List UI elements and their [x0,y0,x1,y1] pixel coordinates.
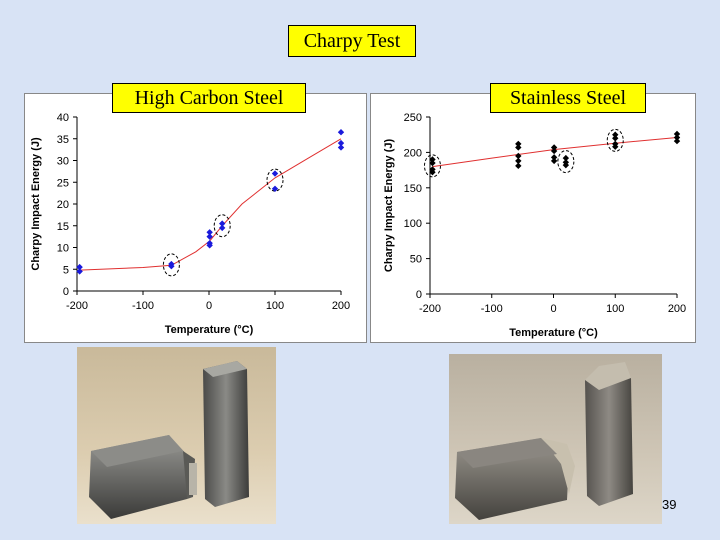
x-axis-label: Temperature (°C) [165,324,254,336]
data-point [612,143,619,150]
data-point [550,147,558,155]
chart-title-stainless: Stainless Steel [490,83,646,113]
stainless-specimen-photo [449,354,662,524]
data-point [612,131,619,138]
y-tick-label: 100 [404,218,422,230]
high-carbon-steel-chart: 0 5 10 15 20 25 30 35 40 -200 -100 0 100 200 Temperatu… [30,112,350,336]
data-point [429,169,436,176]
y-tick-label: 20 [57,199,69,211]
data-point [337,139,345,147]
y-axis-label: Charpy Impact Energy (J) [30,137,42,271]
data-point [612,135,619,142]
data-point [219,224,226,232]
y-tick-label: 10 [57,243,69,255]
x-tick-label: 100 [606,303,624,315]
x-tick-label: -200 [419,303,441,315]
data-point [271,170,279,177]
data-point [562,161,570,169]
x-tick-label: -200 [66,300,88,312]
data-point [76,268,83,275]
data-point [76,263,83,271]
x-tick-label: 0 [206,300,212,312]
y-tick-label: 0 [416,289,422,301]
y-tick-label: 250 [404,112,422,124]
x-tick-label: 0 [550,303,556,315]
y-tick-label: 25 [57,177,69,189]
data-point [673,130,681,138]
y-axis-label: Charpy Impact Energy (J) [383,139,395,273]
y-tick-label: 0 [63,286,69,298]
chart-frame-stainless: 0 50 100 150 200 250 -200 -100 0 100 200 Temperatur… [370,93,696,343]
x-tick-label: -100 [132,300,154,312]
x-tick-label: 200 [668,303,686,315]
data-point [515,144,522,151]
data-point [429,156,436,163]
data-point [337,144,345,151]
data-point [206,242,213,249]
data-point [219,220,226,227]
y-tick-label: 40 [57,112,69,124]
high-carbon-specimen-photo [77,347,276,524]
page-number: 39 [662,497,677,512]
slide-title: Charpy Test [288,25,416,57]
data-point [168,263,175,270]
y-tick-label: 35 [57,134,69,146]
y-tick-label: 5 [63,264,69,276]
data-point [337,129,345,136]
data-point [515,140,522,148]
data-point [429,159,436,167]
data-point [515,152,522,160]
y-tick-label: 200 [404,147,422,159]
x-axis-label: Temperature (°C) [509,327,598,339]
highlight-circle [213,214,231,238]
data-point [673,137,681,145]
fit-line [79,138,342,271]
x-tick-label: -100 [481,303,503,315]
x-tick-label: 100 [266,300,284,312]
highlight-circle [266,168,284,192]
highlight-circle [162,253,180,277]
y-tick-label: 150 [404,183,422,195]
chart-title-high-carbon: High Carbon Steel [112,83,306,113]
x-tick-label: 200 [332,300,350,312]
data-point [206,229,213,236]
data-point [550,157,558,165]
data-point [515,162,522,170]
y-tick-label: 30 [57,156,69,168]
highlight-circle [557,150,575,174]
y-tick-label: 50 [410,254,422,266]
highlight-circle [606,128,624,152]
data-point [271,185,279,192]
stainless-steel-chart: 0 50 100 150 200 250 -200 -100 0 100 200 Temperatur… [383,112,686,339]
y-tick-label: 15 [57,221,69,233]
data-point [515,157,522,165]
data-point [673,134,681,141]
data-point [206,233,213,240]
chart-frame-high-carbon: 0 5 10 15 20 25 30 35 40 -200 -100 0 100 200 Temperatu… [24,93,367,343]
